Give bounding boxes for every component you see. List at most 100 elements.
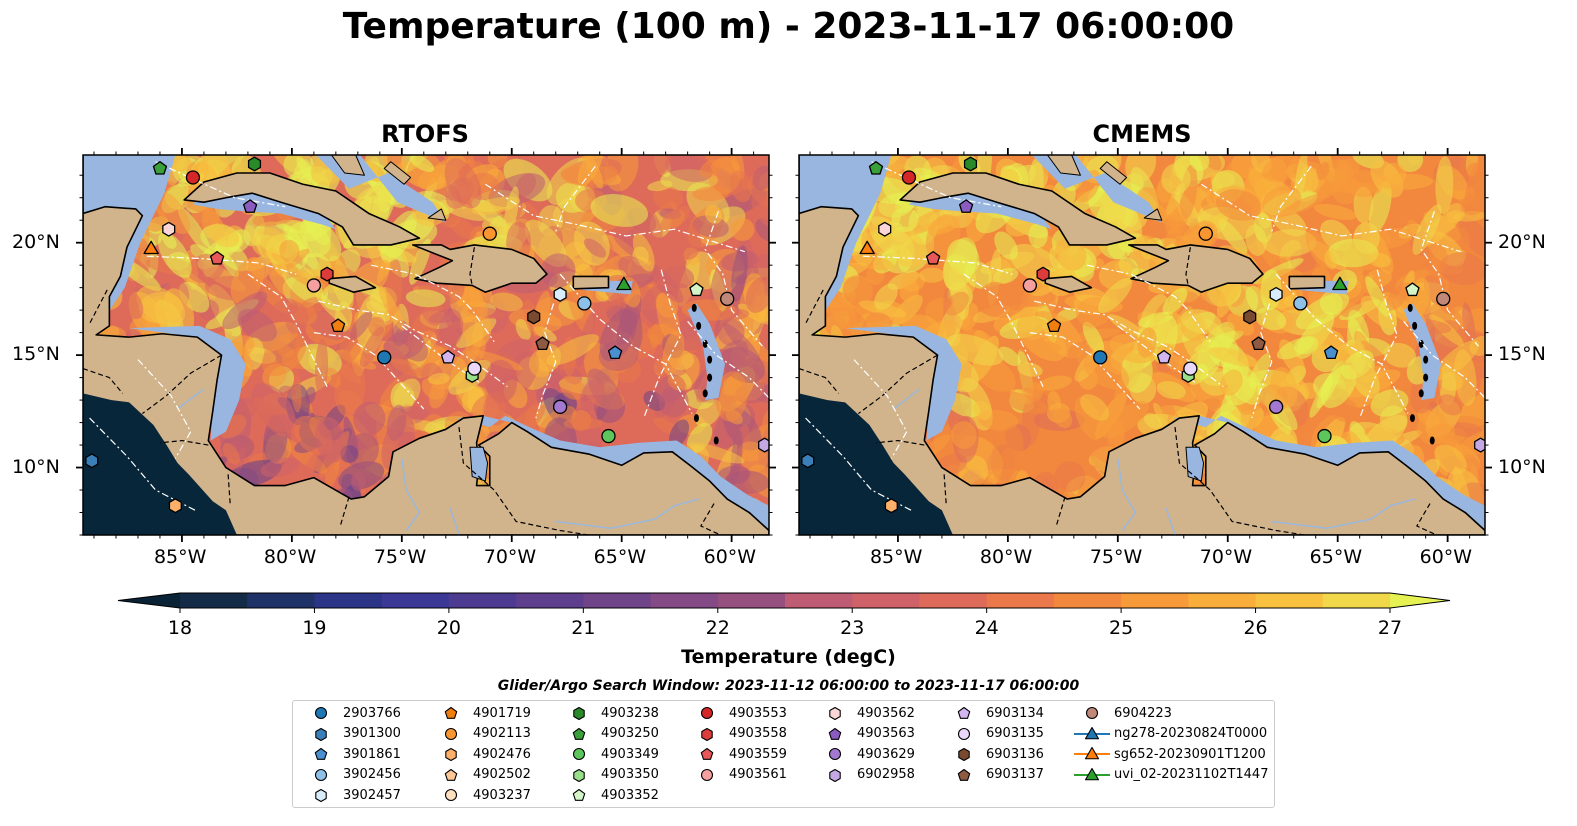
float-marker (901, 170, 917, 185)
colorbar-tick-label: 18 (167, 617, 193, 639)
colorbar-tick-label: 22 (705, 617, 730, 639)
legend-label: 3902456 (343, 767, 401, 782)
bahamas-island (383, 161, 412, 185)
float-marker (1323, 345, 1339, 360)
circle-marker-icon (572, 747, 586, 761)
eez-boundary (1420, 211, 1479, 347)
river (893, 388, 921, 410)
legend-label: uvi_02-20231102T1447 (1114, 767, 1269, 782)
float-marker (963, 156, 978, 172)
float-marker (1198, 226, 1213, 241)
eez-boundary (643, 269, 682, 419)
float-marker (1293, 296, 1308, 311)
hexagon-marker-icon (573, 768, 585, 782)
antilles-island (1418, 389, 1424, 398)
antilles-island (713, 436, 719, 445)
country-border (875, 439, 925, 446)
legend-label: 2903766 (343, 705, 401, 721)
colorbar-tick-label: 21 (571, 617, 596, 639)
float-marker (85, 453, 99, 469)
legend-label: 4903562 (857, 705, 915, 721)
country-border (700, 503, 721, 535)
float-marker (1268, 399, 1284, 414)
triangle-line-marker-icon (1074, 767, 1110, 780)
hispaniola (412, 244, 548, 293)
cmems-map (792, 148, 1492, 542)
circle-marker-icon (700, 706, 714, 720)
pentagon-marker-icon (957, 706, 971, 719)
legend-item: 6903134 (944, 703, 1044, 723)
antilles-island (1407, 303, 1413, 312)
legend-label: 6902958 (857, 767, 915, 782)
colorbar-segment (516, 593, 584, 608)
map-panels (76, 148, 1492, 542)
antilles-island (1412, 321, 1418, 330)
eez-boundary (805, 417, 912, 511)
lon-tick-label: 60°W (703, 546, 757, 568)
eez-boundary (963, 273, 1044, 387)
float-marker (868, 161, 884, 175)
antilles-island (1418, 339, 1424, 348)
legend-item: 4903562 (815, 703, 915, 723)
colorbar-tick-label: 19 (302, 617, 327, 639)
legend-item: uvi_02-20231102T1447 (1072, 765, 1268, 785)
colorbar-segment (986, 593, 1055, 608)
river (1271, 498, 1415, 530)
lon-tick-label: 75°W (373, 546, 427, 568)
float-marker (242, 199, 258, 213)
float-marker (1183, 361, 1198, 376)
legend-item: 3901861 (301, 744, 401, 764)
float-marker (1436, 291, 1451, 307)
legend-item: 4902476 (431, 744, 531, 764)
colorbar-segment (1053, 593, 1122, 608)
map-frame (798, 154, 1486, 536)
float-marker (482, 226, 497, 241)
lon-tick-label: 60°W (1419, 546, 1473, 568)
puerto-rico (1288, 275, 1326, 290)
pentagon-marker-icon (444, 706, 458, 719)
country-border (89, 289, 108, 324)
eez-boundary (687, 321, 769, 399)
pentagon-marker-icon (444, 768, 458, 781)
lon-tick-label: 65°W (593, 546, 647, 568)
eez-boundary (555, 165, 596, 232)
float-marker (607, 345, 623, 360)
lat-tick-label-right: 10°N (1498, 455, 1546, 478)
float-marker (720, 291, 735, 307)
float-marker (601, 428, 616, 444)
antilles-island (1409, 414, 1415, 423)
country-border (805, 289, 824, 324)
antilles-island (691, 303, 697, 312)
float-marker (577, 296, 592, 311)
legend-label: 4903238 (601, 705, 659, 721)
float-marker (1093, 350, 1108, 365)
cuba (899, 172, 1137, 246)
country-border (1055, 496, 1066, 527)
colorbar-segment (852, 593, 920, 608)
lat-tick-label-left: 10°N (12, 455, 60, 478)
triangle-line-marker-icon (1074, 726, 1110, 739)
circle-marker-icon (1085, 706, 1099, 720)
eez-boundary (1029, 332, 1141, 410)
colorbar-extend-high (1390, 593, 1450, 608)
shelf-region (845, 325, 962, 441)
colorbar-segment (180, 593, 248, 608)
float-marker (1243, 309, 1257, 325)
circle-marker-icon (700, 768, 714, 781)
lat-tick-label-right: 15°N (1498, 343, 1546, 366)
legend-item: 6902958 (815, 765, 915, 785)
circle-marker-icon (828, 747, 842, 761)
shelf-region (129, 325, 246, 441)
colorbar-segment (314, 593, 383, 608)
legend-item: 4903553 (687, 703, 787, 723)
jamaica (328, 275, 377, 293)
float-marker (162, 221, 176, 237)
circle-marker-icon (314, 768, 328, 781)
colorbar-tick-label: 20 (436, 617, 461, 639)
legend-item: 2903766 (301, 703, 401, 723)
river (177, 388, 205, 410)
legend-label: 6904223 (1114, 705, 1172, 721)
float-marker (1022, 278, 1038, 293)
colorbar-segment (919, 593, 988, 608)
country-border (227, 474, 231, 506)
